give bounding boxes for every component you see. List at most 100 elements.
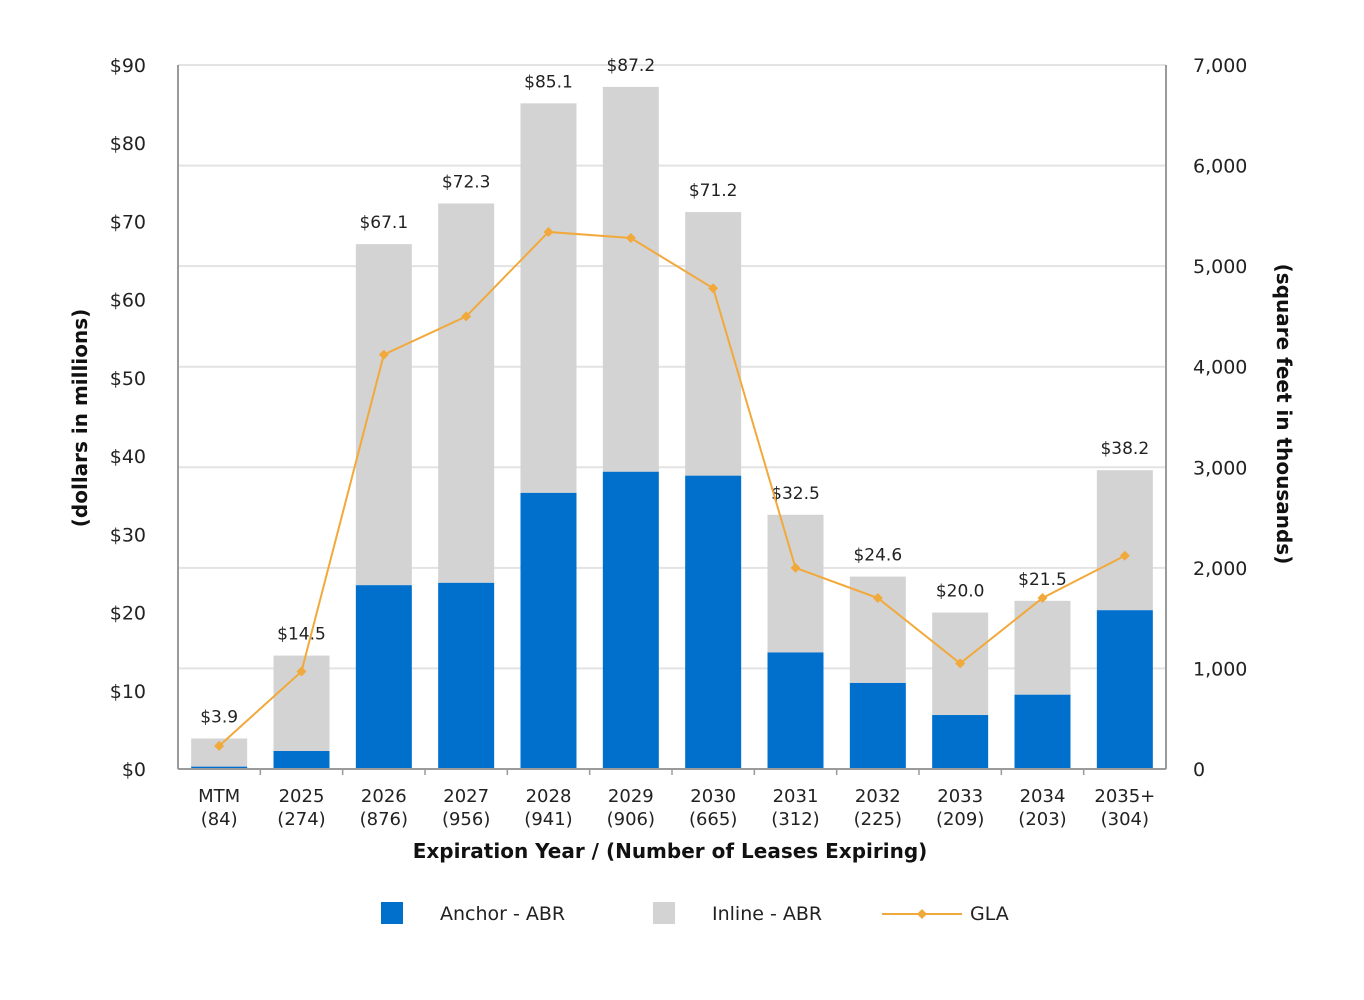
category-label: 2034 [1020,786,1066,807]
category-label: 2032 [855,786,901,807]
y2-tick-label: 2,000 [1193,558,1247,580]
bar-anchor-2035+ [1096,610,1153,769]
y-tick-label: $40 [110,446,146,468]
y-axis-title: (dollars in millions) [68,309,92,527]
legend-label-inline: Inline - ABR [712,903,822,925]
total-labels: $3.9 $14.5 $67.1 $72.3 $85.1 $87.2 $71.2 $32.5 $… [200,56,1149,728]
category-label: MTM [198,786,240,807]
y-tick-label: $70 [110,211,146,233]
bar-inline-2035+ [1096,470,1153,611]
total-data-label: $72.3 [442,172,491,192]
gla-point [461,311,472,322]
category-label: 2035+ [1094,786,1155,807]
total-data-label: $38.2 [1100,439,1149,459]
category-label: 2027 [443,786,489,807]
bar-inline-2026 [355,244,412,586]
bar-inline-2027 [438,203,495,583]
bar-inline-2028 [520,103,577,493]
gla-line [214,226,1130,751]
legend-swatch-anchor [381,902,403,924]
category-count-label: (225) [854,809,902,830]
legend: Anchor - ABR Inline - ABR GLA [381,902,1009,925]
gla-point [1119,550,1130,561]
gla-point [214,740,225,751]
x-axis-title: Expiration Year / (Number of Leases Expi… [413,839,928,863]
category-count-label: (665) [689,809,737,830]
y-tick-label: $80 [110,133,146,155]
category-count-label: (274) [277,809,325,830]
bar-anchor-2031 [767,652,824,769]
legend-label-gla: GLA [970,903,1009,925]
gla-point [955,658,966,669]
category-label: 2030 [690,786,736,807]
bar-anchor-2034 [1014,694,1071,769]
y2-tick-label: 1,000 [1193,658,1247,680]
gla-point [708,283,719,294]
y-tick-label: $20 [110,603,146,625]
y2-tick-label: 6,000 [1193,156,1247,178]
total-data-label: $67.1 [359,213,408,233]
category-count-label: (941) [524,809,572,830]
gla-point [296,666,307,677]
gridlines [178,64,1166,670]
gla-point [1037,593,1048,604]
total-data-label: $21.5 [1018,570,1067,590]
y-tick-label: $10 [110,681,146,703]
bar-anchor-2030 [685,475,742,769]
legend-label-anchor: Anchor - ABR [440,903,565,925]
y-tick-label: $0 [122,759,146,781]
category-label: 2026 [361,786,407,807]
total-data-label: $71.2 [689,181,738,201]
category-label: 2028 [526,786,572,807]
gla-point [625,232,636,243]
gla-series-line [218,230,1126,747]
total-data-label: $3.9 [200,707,238,727]
total-data-label: $32.5 [771,484,820,504]
category-count-label: (956) [442,809,490,830]
right-axis-ticks: 0 1,000 2,000 3,000 4,000 5,000 6,000 7,000 [1193,55,1247,781]
bar-anchor-MTM [191,766,248,769]
gla-point [543,226,554,237]
gla-point [790,562,801,573]
total-data-label: $24.6 [853,546,902,566]
gla-point [378,349,389,360]
bar-anchor-2027 [438,582,495,769]
y2-tick-label: 3,000 [1193,457,1247,479]
category-label: 2025 [279,786,325,807]
bar-inline-2031 [767,514,824,653]
category-count-label: (84) [201,809,238,830]
bar-anchor-2029 [602,471,659,769]
bar-anchor-2026 [355,585,412,769]
category-labels: MTM(84)2025(274)2026(876)2027(956)2028(9… [198,786,1155,830]
category-count-label: (203) [1018,809,1066,830]
bar-anchor-2032 [849,682,906,769]
y-tick-label: $50 [110,368,146,390]
gla-point [872,593,883,604]
y-tick-label: $60 [110,290,146,312]
category-count-label: (876) [360,809,408,830]
bar-anchor-2033 [932,715,989,769]
y2-tick-label: 0 [1193,759,1205,781]
total-data-label: $20.0 [936,582,985,602]
bar-anchor-2025 [273,751,330,769]
category-count-label: (304) [1101,809,1149,830]
legend-marker-gla [917,909,927,919]
bar-inline-2029 [602,86,659,472]
y2-axis-title: (square feet in thousands) [1272,264,1296,565]
category-count-label: (312) [771,809,819,830]
legend-swatch-inline [653,902,675,924]
bar-anchor-2028 [520,492,577,769]
category-count-label: (209) [936,809,984,830]
axes [177,65,1167,775]
bar-inline-2032 [849,576,906,683]
left-axis-ticks: $0 $10 $20 $30 $40 $50 $60 $70 $80 $90 [110,55,146,781]
category-label: 2033 [937,786,983,807]
bar-inline-2030 [685,212,742,476]
total-data-label: $87.2 [606,56,655,76]
y2-tick-label: 4,000 [1193,357,1247,379]
bar-inline-2034 [1014,600,1071,695]
category-label: 2029 [608,786,654,807]
bars [191,86,1153,769]
category-count-label: (906) [607,809,655,830]
